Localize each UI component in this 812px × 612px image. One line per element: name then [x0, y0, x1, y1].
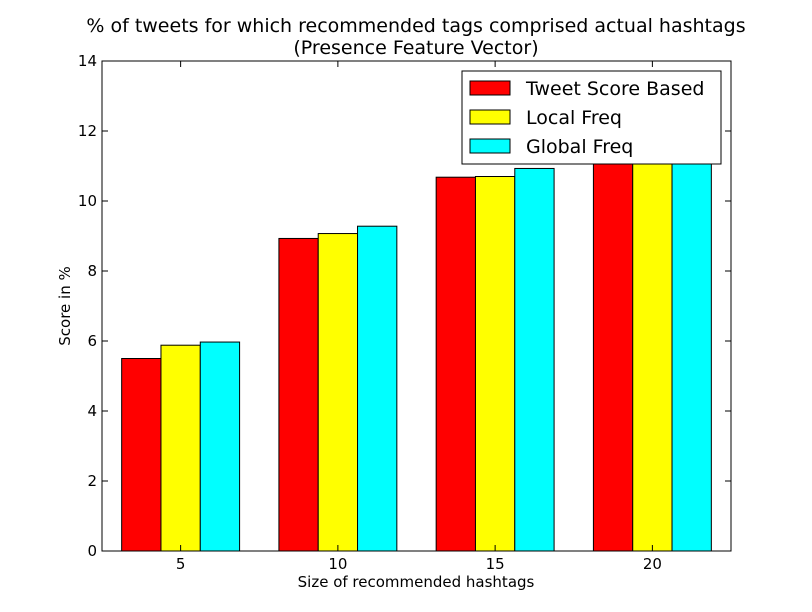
bar-tweet-score-based-20: [592, 162, 634, 551]
y-tick-label: 6: [87, 332, 97, 350]
y-tick-label: 14: [78, 52, 97, 70]
y-tick-label: 12: [78, 122, 97, 140]
legend-swatch: [469, 80, 511, 96]
y-tick-label: 0: [87, 542, 97, 560]
bar-local-freq-5: [160, 344, 201, 551]
chart-subtitle: (Presence Feature Vector): [293, 37, 538, 59]
bar-global-freq-20: [671, 162, 712, 551]
x-tick-label: 5: [176, 555, 186, 573]
x-tick-label: 10: [328, 555, 347, 573]
bar-local-freq-10: [317, 233, 359, 551]
legend: Tweet Score Based Local Freq Global Freq: [461, 70, 722, 165]
bar-global-freq-5: [199, 341, 241, 551]
y-tick-label: 4: [87, 402, 97, 420]
bar-tweet-score-based-5: [121, 358, 162, 551]
x-axis-label: Size of recommended hashtags: [298, 573, 535, 591]
bar-tweet-score-based-15: [435, 176, 476, 551]
chart-title: % of tweets for which recommended tags c…: [86, 15, 745, 37]
bar-tweet-score-based-10: [278, 237, 319, 551]
bars-group: [121, 162, 712, 551]
legend-label: Tweet Score Based: [525, 78, 704, 100]
legend-label: Global Freq: [526, 136, 633, 158]
bar-global-freq-15: [514, 167, 555, 551]
plot-frame: [101, 60, 732, 552]
bar-local-freq-20: [632, 162, 673, 551]
bar-global-freq-10: [357, 225, 398, 551]
y-axis-label: Score in %: [56, 266, 74, 345]
legend-swatch: [469, 138, 511, 154]
y-tick-label: 8: [87, 262, 97, 280]
x-tick-label: 15: [486, 555, 505, 573]
bar-local-freq-15: [474, 176, 516, 551]
legend-label: Local Freq: [526, 107, 622, 129]
y-tick-label: 2: [87, 472, 97, 490]
legend-swatch: [469, 109, 511, 125]
tick-labels: 0 2 4 6 8 10 12 14 5 10 15 20: [78, 52, 662, 573]
y-tick-label: 10: [78, 192, 97, 210]
x-tick-label: 20: [643, 555, 662, 573]
